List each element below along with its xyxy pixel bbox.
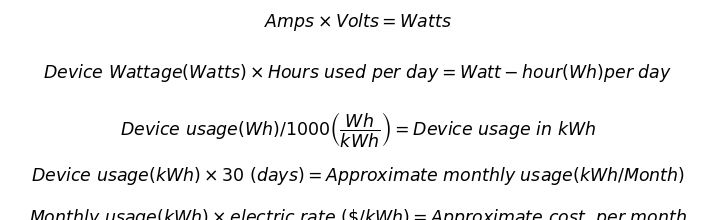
Text: $\mathit{Device\ usage(kWh) \times 30\ (days) = Approximate\ monthly\ usage(kWh/: $\mathit{Device\ usage(kWh) \times 30\ (… [31, 165, 685, 187]
Text: $\mathit{Device\ usage(Wh)/1000\left(\dfrac{Wh}{kWh}\right) = Device\ usage\ in\: $\mathit{Device\ usage(Wh)/1000\left(\df… [120, 110, 596, 149]
Text: $\mathit{Device\ Wattage(Watts) \times Hours\ used\ per\ day = Watt - hour(Wh)pe: $\mathit{Device\ Wattage(Watts) \times H… [44, 62, 672, 84]
Text: $\mathit{Amps \times Volts = Watts}$: $\mathit{Amps \times Volts = Watts}$ [264, 11, 452, 33]
Text: $\mathit{Monthly\ usage(kWh) \times electric\ rate\ (\$/kWh) = Approximate\ cost: $\mathit{Monthly\ usage(kWh) \times elec… [29, 207, 687, 220]
